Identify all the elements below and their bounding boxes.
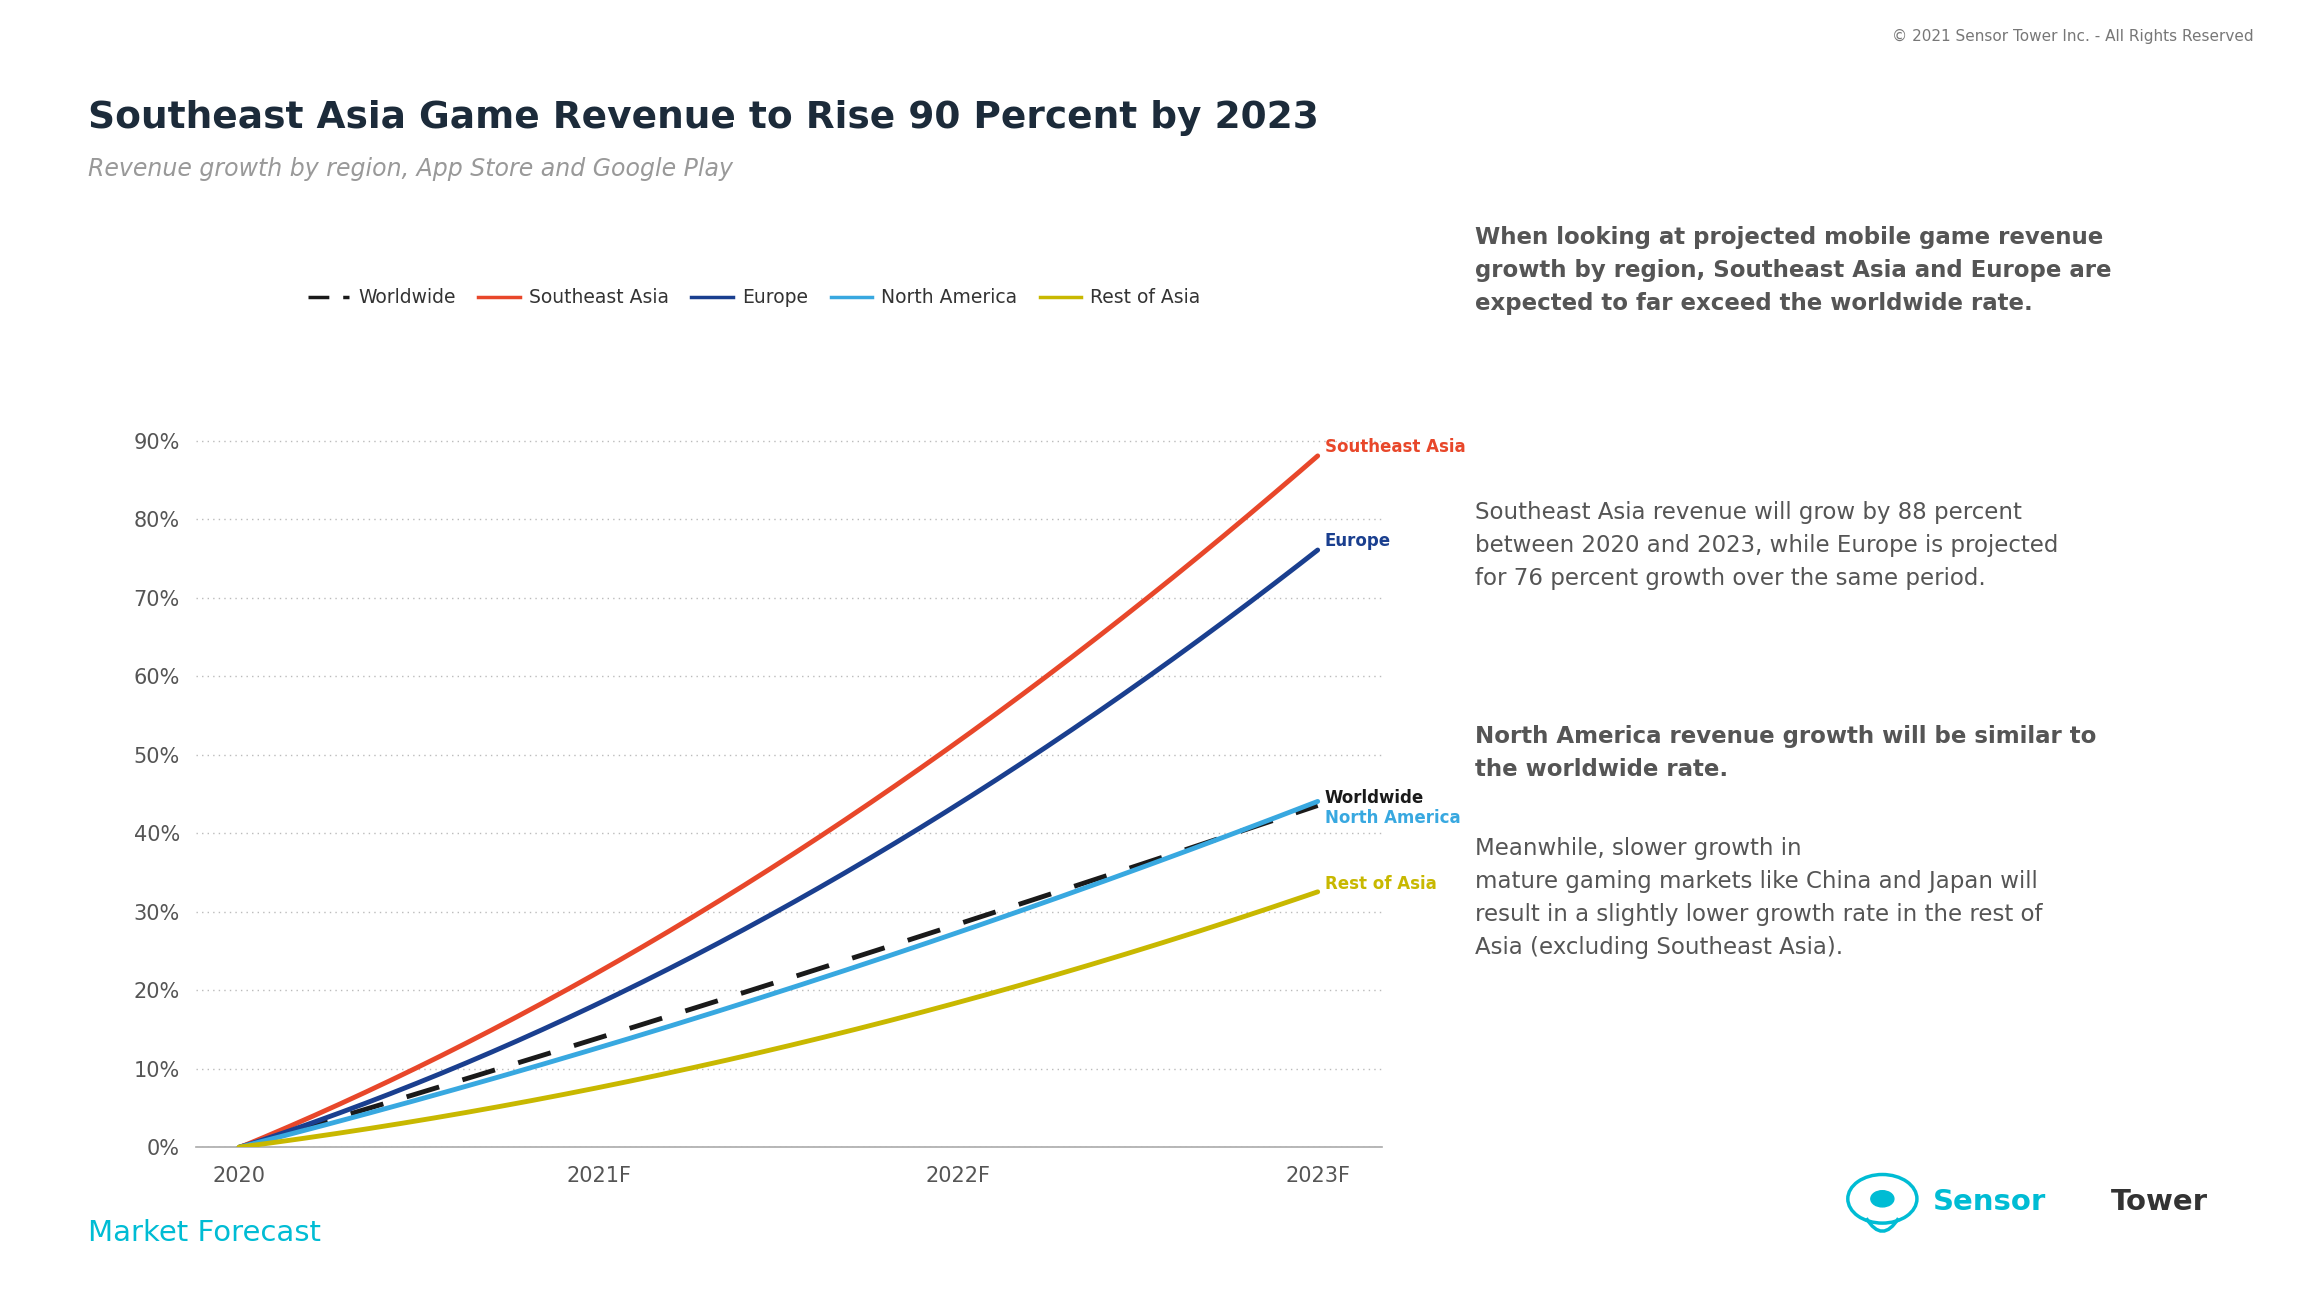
Text: Meanwhile, slower growth in
mature gaming markets like China and Japan will
resu: Meanwhile, slower growth in mature gamin… — [1475, 837, 2041, 959]
Text: Sensor: Sensor — [1933, 1188, 2046, 1216]
Text: Southeast Asia Game Revenue to Rise 90 Percent by 2023: Southeast Asia Game Revenue to Rise 90 P… — [88, 100, 1318, 136]
Text: Rest of Asia: Rest of Asia — [1325, 875, 1438, 893]
Text: Southeast Asia: Southeast Asia — [1325, 438, 1465, 456]
Text: Europe: Europe — [1325, 533, 1392, 551]
Text: Revenue growth by region, App Store and Google Play: Revenue growth by region, App Store and … — [88, 157, 733, 181]
Text: © 2021 Sensor Tower Inc. - All Rights Reserved: © 2021 Sensor Tower Inc. - All Rights Re… — [1892, 29, 2253, 44]
Text: North America revenue growth will be similar to
the worldwide rate.: North America revenue growth will be sim… — [1475, 726, 2097, 781]
Legend: Worldwide, Southeast Asia, Europe, North America, Rest of Asia: Worldwide, Southeast Asia, Europe, North… — [300, 281, 1207, 315]
Text: Tower: Tower — [2110, 1188, 2207, 1216]
Text: Southeast Asia revenue will grow by 88 percent
between 2020 and 2023, while Euro: Southeast Asia revenue will grow by 88 p… — [1475, 502, 2057, 590]
Text: Worldwide: Worldwide — [1325, 789, 1424, 807]
Text: When looking at projected mobile game revenue
growth by region, Southeast Asia a: When looking at projected mobile game re… — [1475, 226, 2110, 315]
Circle shape — [1871, 1191, 1894, 1207]
Text: Market Forecast: Market Forecast — [88, 1218, 320, 1247]
Text: North America: North America — [1325, 809, 1461, 827]
